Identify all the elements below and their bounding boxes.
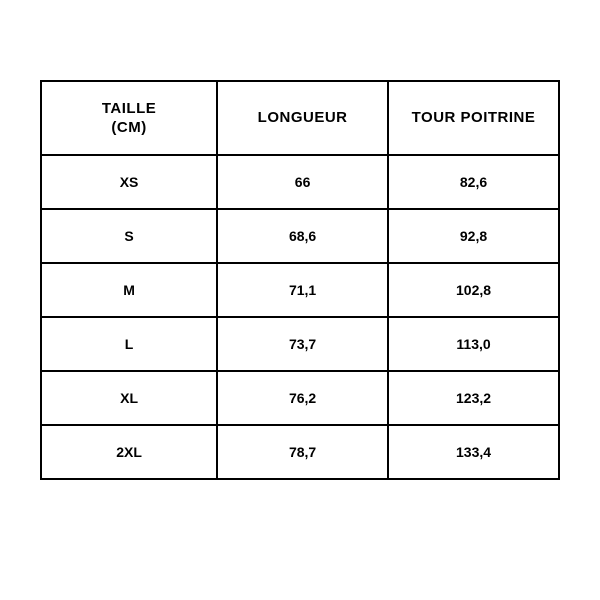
cell-chest: 133,4 <box>388 425 559 479</box>
cell-chest: 82,6 <box>388 155 559 209</box>
cell-length: 73,7 <box>217 317 388 371</box>
header-size: TAILLE (CM) <box>41 81 217 155</box>
header-size-line1: TAILLE <box>102 100 156 117</box>
table-row: M 71,1 102,8 <box>41 263 559 317</box>
header-length: LONGUEUR <box>217 81 388 155</box>
cell-size: XL <box>41 371 217 425</box>
cell-length: 68,6 <box>217 209 388 263</box>
cell-chest: 123,2 <box>388 371 559 425</box>
cell-length: 66 <box>217 155 388 209</box>
cell-length: 78,7 <box>217 425 388 479</box>
header-chest: TOUR POITRINE <box>388 81 559 155</box>
table-header-row: TAILLE (CM) LONGUEUR TOUR POITRINE <box>41 81 559 155</box>
cell-chest: 102,8 <box>388 263 559 317</box>
size-table-container: TAILLE (CM) LONGUEUR TOUR POITRINE XS 66… <box>0 0 600 480</box>
table-row: L 73,7 113,0 <box>41 317 559 371</box>
header-size-line2: (CM) <box>111 119 146 136</box>
table-row: XS 66 82,6 <box>41 155 559 209</box>
cell-chest: 113,0 <box>388 317 559 371</box>
cell-size: XS <box>41 155 217 209</box>
cell-size: 2XL <box>41 425 217 479</box>
table-row: S 68,6 92,8 <box>41 209 559 263</box>
cell-chest: 92,8 <box>388 209 559 263</box>
cell-length: 71,1 <box>217 263 388 317</box>
size-table: TAILLE (CM) LONGUEUR TOUR POITRINE XS 66… <box>40 80 560 480</box>
table-row: 2XL 78,7 133,4 <box>41 425 559 479</box>
table-row: XL 76,2 123,2 <box>41 371 559 425</box>
cell-size: M <box>41 263 217 317</box>
cell-size: S <box>41 209 217 263</box>
cell-length: 76,2 <box>217 371 388 425</box>
cell-size: L <box>41 317 217 371</box>
